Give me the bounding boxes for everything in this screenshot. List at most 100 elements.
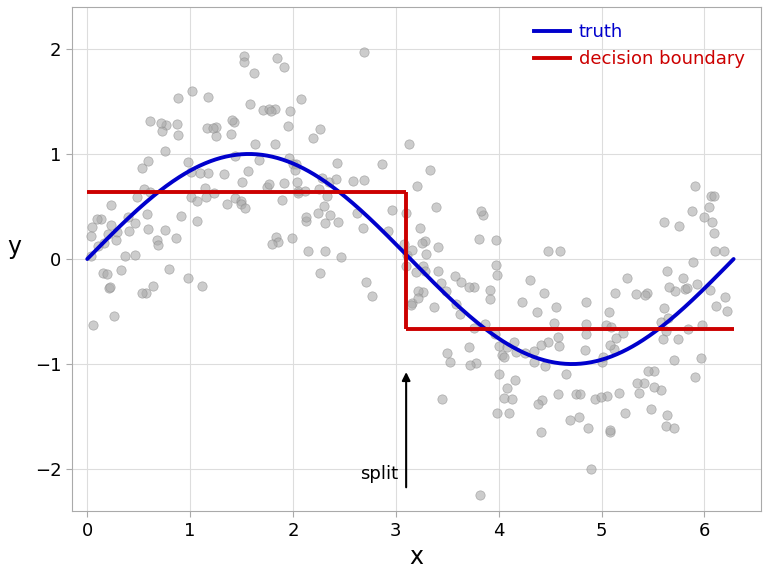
Point: [158, 226, 170, 235]
Point: [654, 318, 667, 327]
Point: [400, 209, 412, 218]
Point: [708, 191, 720, 200]
Point: [257, 106, 269, 115]
Point: [300, 186, 312, 195]
Point: [324, 211, 336, 220]
Point: [686, 207, 698, 216]
Point: [92, 241, 104, 250]
Point: [105, 221, 118, 230]
Point: [440, 287, 452, 296]
Point: [531, 307, 543, 316]
Point: [470, 358, 482, 367]
Point: [253, 156, 265, 165]
Point: [104, 282, 117, 291]
Point: [154, 119, 167, 128]
Point: [719, 293, 731, 302]
Point: [416, 262, 429, 271]
Point: [455, 278, 467, 287]
Point: [690, 279, 703, 289]
Point: [435, 279, 447, 288]
Point: [122, 213, 134, 222]
Point: [312, 209, 324, 218]
Point: [323, 177, 336, 187]
Point: [535, 396, 548, 405]
Point: [416, 238, 429, 247]
Point: [129, 251, 141, 260]
Point: [266, 240, 279, 249]
Point: [585, 465, 598, 474]
Point: [449, 272, 461, 281]
Point: [202, 169, 214, 178]
Point: [432, 242, 444, 252]
Point: [671, 335, 684, 344]
Point: [271, 238, 283, 247]
Point: [286, 233, 298, 242]
Point: [648, 367, 660, 376]
Point: [244, 99, 257, 108]
Point: [621, 274, 634, 283]
Point: [376, 159, 388, 168]
Point: [564, 415, 576, 425]
Point: [151, 236, 163, 245]
Point: [419, 237, 432, 246]
Point: [300, 213, 312, 222]
Point: [705, 191, 717, 200]
Point: [710, 301, 723, 310]
Point: [523, 275, 535, 284]
Point: [218, 170, 230, 179]
Point: [386, 205, 399, 214]
Point: [498, 352, 511, 361]
Point: [569, 389, 581, 398]
Point: [360, 277, 372, 286]
Point: [502, 383, 514, 392]
Point: [101, 230, 114, 239]
Point: [662, 313, 674, 322]
Point: [579, 298, 591, 307]
Point: [492, 369, 505, 378]
Point: [278, 179, 290, 188]
Point: [617, 328, 629, 338]
Point: [268, 140, 280, 149]
Point: [331, 159, 343, 168]
Point: [718, 246, 730, 255]
Point: [644, 404, 657, 414]
Point: [87, 321, 99, 330]
Point: [574, 389, 586, 399]
Point: [601, 391, 613, 400]
Point: [346, 177, 359, 186]
Point: [108, 312, 120, 321]
Point: [551, 302, 563, 312]
Point: [190, 196, 203, 206]
Point: [660, 327, 673, 336]
Point: [284, 107, 296, 116]
Point: [548, 318, 561, 327]
Point: [551, 332, 564, 342]
Point: [291, 188, 303, 197]
Point: [84, 231, 97, 240]
Point: [144, 187, 157, 196]
Point: [535, 340, 547, 350]
Text: split: split: [359, 465, 398, 483]
Point: [291, 187, 303, 196]
Point: [604, 426, 617, 435]
Point: [610, 333, 622, 342]
Point: [477, 211, 489, 220]
Point: [475, 206, 488, 215]
Point: [185, 167, 197, 176]
Point: [657, 334, 669, 343]
Point: [531, 400, 544, 409]
Point: [263, 179, 275, 188]
Point: [123, 226, 135, 235]
Point: [573, 412, 585, 421]
Point: [581, 319, 593, 328]
Point: [696, 321, 708, 330]
Point: [104, 283, 116, 293]
Point: [411, 181, 423, 190]
Point: [172, 93, 184, 103]
Point: [105, 200, 118, 209]
Point: [171, 119, 184, 128]
Point: [502, 408, 515, 418]
Point: [687, 257, 699, 267]
Point: [697, 213, 710, 222]
Point: [535, 427, 548, 437]
